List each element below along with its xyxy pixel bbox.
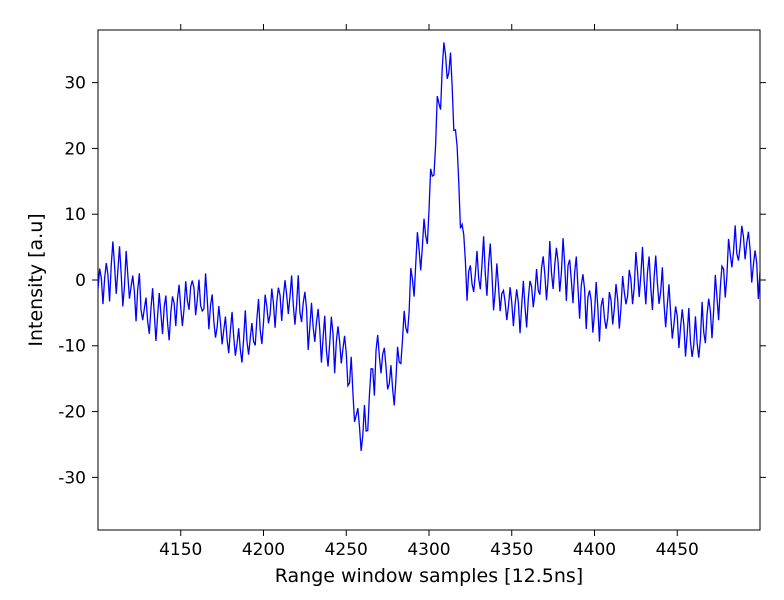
xtick-label: 4150 (159, 540, 202, 560)
chart-svg: 4150 4200 4250 4300 4350 4400 4450 -30 -20 -10 0 10… (0, 0, 784, 600)
intensity-chart: 4150 4200 4250 4300 4350 4400 4450 -30 -20 -10 0 10… (0, 0, 784, 600)
ytick-label: 10 (64, 205, 86, 225)
ytick-label: -10 (58, 337, 86, 357)
xtick-label: 4250 (325, 540, 368, 560)
xtick-label: 4200 (242, 540, 285, 560)
ytick-label: 20 (64, 139, 86, 159)
xtick-label: 4450 (656, 540, 699, 560)
ytick-label: -20 (58, 403, 86, 423)
ytick-label: 0 (75, 271, 86, 291)
xtick-label: 4350 (490, 540, 533, 560)
ylabel: Intensity [a.u] (25, 213, 47, 346)
ytick-label: -30 (58, 468, 86, 488)
ytick-label: 30 (64, 74, 86, 94)
signal-trace (98, 42, 760, 450)
plot-frame (98, 30, 760, 530)
xtick-label: 4300 (407, 540, 450, 560)
xtick-label: 4400 (573, 540, 616, 560)
xlabel: Range window samples [12.5ns] (275, 565, 583, 587)
